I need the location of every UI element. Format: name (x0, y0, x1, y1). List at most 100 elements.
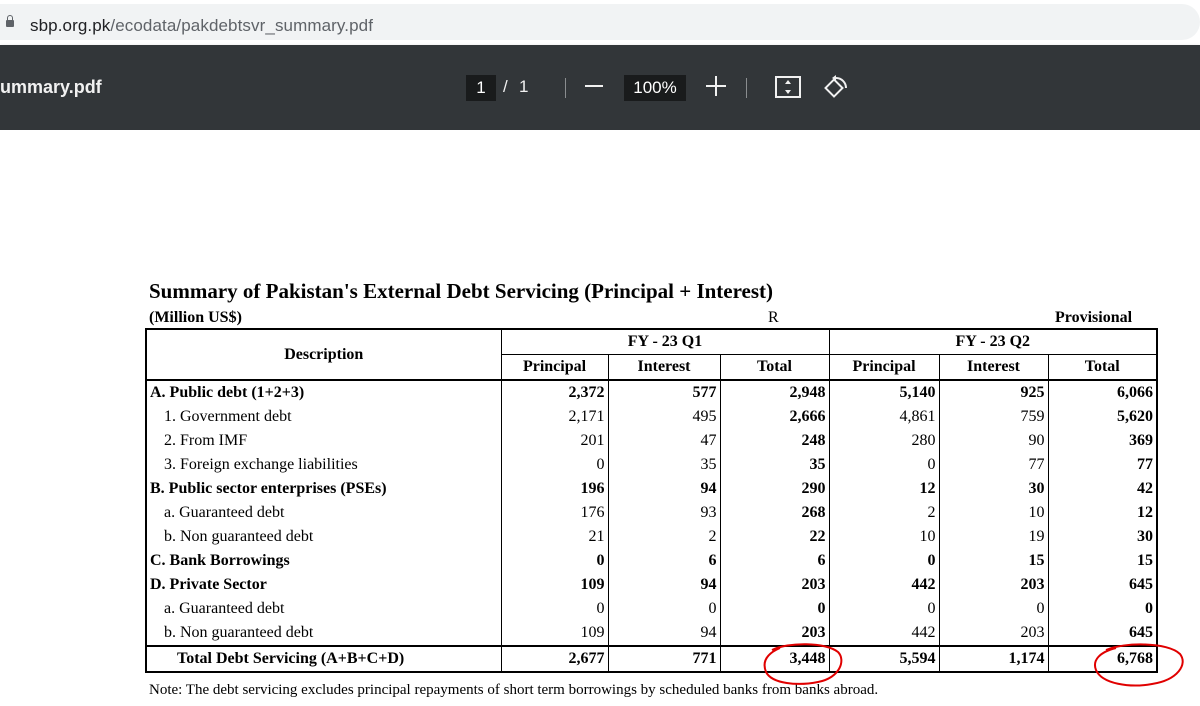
row-value-cell: 0 (720, 597, 830, 621)
row-value-cell: 0 (939, 597, 1049, 621)
url-text[interactable]: sbp.org.pk/ecodata/pakdebtsvr_summary.pd… (30, 16, 373, 36)
subheader-principal: Principal (501, 354, 609, 381)
table-subheader-row: Principal Interest Total Principal Inter… (146, 354, 1159, 381)
description-header: Description (145, 328, 502, 381)
minus-icon[interactable] (585, 85, 603, 87)
plus-icon[interactable] (706, 76, 726, 96)
pdf-toolbar: ummary.pdf 1 / 1 100% (0, 45, 1200, 130)
table-row: a. Guaranteed debt 176 93 268 2 10 12 (145, 501, 1159, 525)
table-row: B. Public sector enterprises (PSEs) 196 94… (145, 477, 1159, 501)
revised-mark: R (768, 309, 779, 326)
table-row: D. Private Sector 109 94 203 442 203 645 (145, 573, 1159, 597)
zoom-level-input[interactable]: 100% (624, 75, 686, 101)
fit-page-icon[interactable] (775, 76, 801, 98)
row-value-cell: 201 (501, 429, 609, 453)
row-label: 1. Government debt (145, 405, 502, 429)
total-row: Total Debt Servicing (A+B+C+D) 2,677 771… (145, 645, 1159, 673)
row-value-cell: 203 (720, 621, 830, 646)
page-total: 1 (519, 77, 529, 96)
toolbar-divider (746, 78, 747, 98)
row-value-cell: 176 (501, 501, 609, 525)
lock-icon[interactable] (6, 15, 14, 27)
total-cell: 6,768 (1048, 645, 1159, 673)
row-value-cell: 0 (501, 597, 609, 621)
row-value-cell: 94 (608, 477, 721, 501)
row-value-cell: 0 (1048, 597, 1159, 621)
row-value-cell: 42 (1048, 477, 1159, 501)
row-value-cell: 6,066 (1048, 380, 1159, 405)
url-field[interactable]: sbp.org.pk/ecodata/pakdebtsvr_summary.pd… (0, 4, 1200, 40)
row-value-cell: 94 (608, 621, 721, 646)
row-value-cell: 6 (608, 549, 721, 573)
toolbar-divider (565, 78, 566, 98)
row-label: a. Guaranteed debt (145, 501, 502, 525)
row-value-cell: 5,140 (829, 380, 940, 405)
row-value-cell: 2,948 (720, 380, 830, 405)
row-value-cell: 47 (608, 429, 721, 453)
row-label: b. Non guaranteed debt (145, 621, 502, 646)
row-value-cell: 442 (829, 573, 940, 597)
subheader-total: Total (720, 354, 830, 381)
subheader-interest: Interest (939, 354, 1049, 381)
row-value-cell: 2 (608, 525, 721, 549)
table-row: 1. Government debt 2,171 495 2,666 4,861 759 5… (145, 405, 1159, 429)
row-value-cell: 15 (1048, 549, 1159, 573)
row-value-cell: 290 (720, 477, 830, 501)
row-value-cell: 203 (939, 621, 1049, 646)
row-label: B. Public sector enterprises (PSEs) (145, 477, 502, 501)
file-name: ummary.pdf (0, 77, 102, 97)
row-value-cell: 577 (608, 380, 721, 405)
row-value-cell: 12 (829, 477, 940, 501)
row-value-cell: 442 (829, 621, 940, 646)
row-value-cell: 90 (939, 429, 1049, 453)
table-row: b. Non guaranteed debt 109 94 203 442 203 645 (145, 621, 1159, 646)
subheader-principal: Principal (829, 354, 940, 381)
url-host: sbp.org.pk (30, 16, 111, 35)
total-cell: 771 (608, 645, 721, 673)
row-label: 2. From IMF (145, 429, 502, 453)
row-value-cell: 2,372 (501, 380, 609, 405)
table-row: C. Bank Borrowings 0 6 6 0 15 15 (145, 549, 1159, 573)
row-value-cell: 2,171 (501, 405, 609, 429)
pdf-page: Summary of Pakistan's External Debt Serv… (0, 130, 1200, 706)
subheader-interest: Interest (608, 354, 721, 381)
table-body: A. Public debt (1+2+3) 2,372 577 2,948 5,140… (145, 380, 1159, 646)
footnote: Note: The debt servicing excludes princi… (149, 682, 879, 698)
document-title: Summary of Pakistan's External Debt Serv… (149, 279, 774, 303)
row-value-cell: 0 (829, 597, 940, 621)
table-row: 3. Foreign exchange liabilities 0 35 35 0 77 7… (145, 453, 1159, 477)
period-header-q2: FY - 23 Q2 (829, 328, 1159, 355)
total-cell: 2,677 (501, 645, 609, 673)
row-value-cell: 109 (501, 573, 609, 597)
row-value-cell: 22 (720, 525, 830, 549)
rotate-icon[interactable] (822, 74, 850, 102)
row-label: D. Private Sector (145, 573, 502, 597)
total-label: Total Debt Servicing (A+B+C+D) (145, 645, 502, 673)
row-value-cell: 12 (1048, 501, 1159, 525)
row-value-cell: 0 (608, 597, 721, 621)
row-value-cell: 21 (501, 525, 609, 549)
row-value-cell: 248 (720, 429, 830, 453)
row-value-cell: 2,666 (720, 405, 830, 429)
row-value-cell: 19 (939, 525, 1049, 549)
total-cell: 3,448 (720, 645, 830, 673)
row-value-cell: 5,620 (1048, 405, 1159, 429)
row-value-cell: 280 (829, 429, 940, 453)
address-bar: sbp.org.pk/ecodata/pakdebtsvr_summary.pd… (0, 0, 1200, 45)
table-row: 2. From IMF 201 47 248 280 90 369 (145, 429, 1159, 453)
row-value-cell: 30 (939, 477, 1049, 501)
row-value-cell: 0 (501, 453, 609, 477)
row-value-cell: 495 (608, 405, 721, 429)
row-value-cell: 0 (829, 453, 940, 477)
row-value-cell: 759 (939, 405, 1049, 429)
table-header-row: Description FY - 23 Q1 FY - 23 Q2 (145, 328, 1159, 381)
url-path: /ecodata/pakdebtsvr_summary.pdf (110, 16, 374, 35)
debt-servicing-table: Description FY - 23 Q1 FY - 23 Q2 Princi… (145, 328, 1159, 673)
row-value-cell: 268 (720, 501, 830, 525)
row-value-cell: 10 (829, 525, 940, 549)
row-value-cell: 4,861 (829, 405, 940, 429)
page-number-input[interactable]: 1 (466, 75, 496, 101)
provisional-label: Provisional (1055, 309, 1133, 326)
row-label: a. Guaranteed debt (145, 597, 502, 621)
page-separator: / (503, 77, 508, 96)
